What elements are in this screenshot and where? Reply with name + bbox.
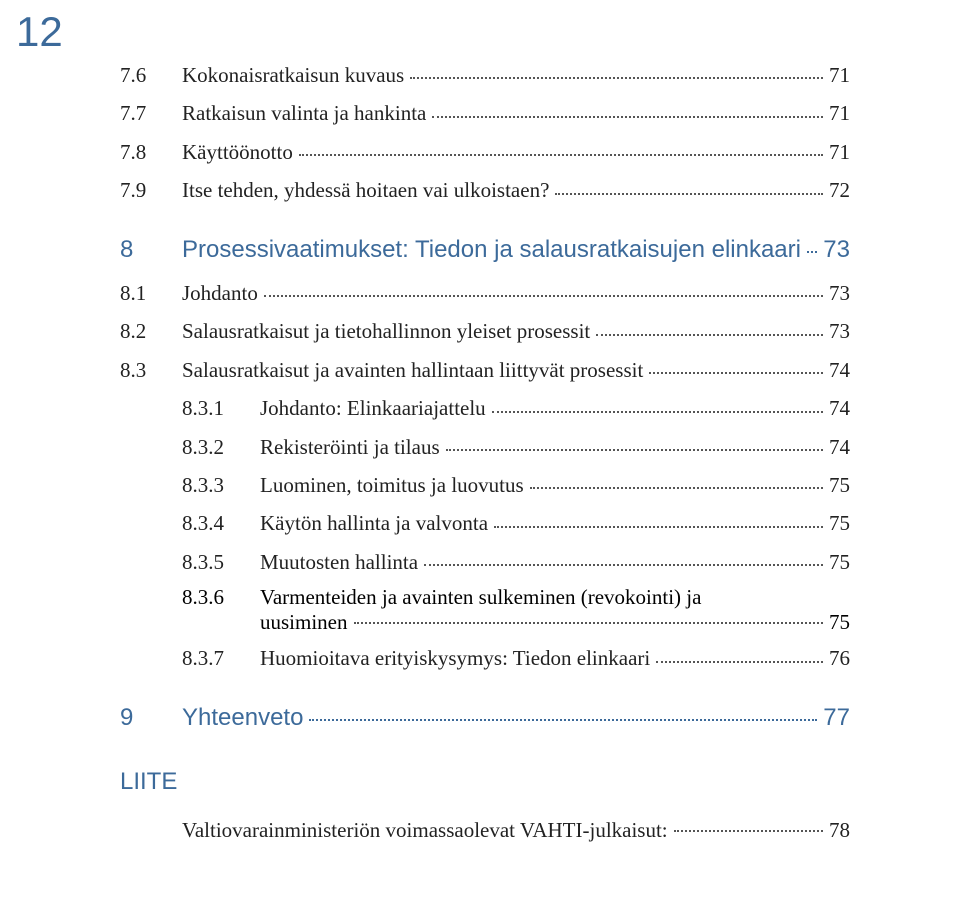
leader-dots [674,830,823,832]
page-ref: 75 [829,610,850,635]
leader-dots [596,334,823,336]
section-number: 8.3.2 [182,432,260,462]
section-title: Kokonaisratkaisun kuvaus [182,60,404,90]
section-number: 8.3.3 [182,470,260,500]
page-ref: 71 [829,60,850,90]
toc-entry-multiline: 8.3.6 Varmenteiden ja avainten sulkemine… [182,585,850,635]
toc-entry: 8.3.7 Huomioitava erityiskysymys: Tiedon… [182,643,850,673]
page-ref: 76 [829,643,850,673]
toc-entry: 7.9 Itse tehden, yhdessä hoitaen vai ulk… [120,175,850,205]
section-title: Luominen, toimitus ja luovutus [260,470,524,500]
section-title: Huomioitava erityiskysymys: Tiedon elink… [260,643,650,673]
chapter-heading: 8 Prosessivaatimukset: Tiedon ja salausr… [120,236,850,264]
section-number: 8.3 [120,355,182,385]
leader-dots [446,449,823,451]
section-number: 8.3.1 [182,393,260,423]
section-number: 8.1 [120,278,182,308]
page-ref: 73 [823,236,850,264]
leader-dots [530,487,823,489]
toc-entry: 8.3.5 Muutosten hallinta 75 [182,547,850,577]
section-number: 7.8 [120,137,182,167]
leader-dots [649,372,823,374]
page-ref: 73 [829,278,850,308]
leader-dots [656,661,823,663]
toc-entry: 7.6 Kokonaisratkaisun kuvaus 71 [120,60,850,90]
section-number: 7.7 [120,98,182,128]
section-title: Varmenteiden ja avainten sulkeminen (rev… [260,585,701,610]
toc-entry: 8.3 Salausratkaisut ja avainten hallinta… [120,355,850,385]
section-number: 7.6 [120,60,182,90]
leader-dots [555,193,823,195]
page-ref: 74 [829,432,850,462]
page-ref: 75 [829,508,850,538]
chapter-title: Yhteenveto [182,704,303,732]
section-number: 7.9 [120,175,182,205]
toc-entry: 7.8 Käyttöönotto 71 [120,137,850,167]
toc-entry: 8.3.3 Luominen, toimitus ja luovutus 75 [182,470,850,500]
section-title: Rekisteröinti ja tilaus [260,432,440,462]
section-title: Johdanto: Elinkaariajattelu [260,393,486,423]
page-ref: 74 [829,393,850,423]
page-ref: 74 [829,355,850,385]
leader-dots [309,719,817,721]
section-title: Salausratkaisut ja avainten hallintaan l… [182,355,643,385]
section-number: 8.2 [120,316,182,346]
toc-entry: 7.7 Ratkaisun valinta ja hankinta 71 [120,98,850,128]
leader-dots [299,154,823,156]
section-title: Itse tehden, yhdessä hoitaen vai ulkoist… [182,175,549,205]
toc-content: 7.6 Kokonaisratkaisun kuvaus 71 7.7 Ratk… [0,0,960,843]
toc-entry: 8.1 Johdanto 73 [120,278,850,308]
appendix-label: LIITE [120,768,850,796]
appendix-block: LIITE Valtiovarainministeriön voimassaol… [120,768,850,843]
toc-entry: 8.3.2 Rekisteröinti ja tilaus 74 [182,432,850,462]
sub-list: 8.3.1 Johdanto: Elinkaariajattelu 74 8.3… [120,393,850,674]
chapter-number: 9 [120,704,182,732]
page-ref: 77 [823,704,850,732]
toc-entry: Valtiovarainministeriön voimassaolevat V… [120,818,850,843]
page-ref: 71 [829,137,850,167]
page-ref: 78 [829,818,850,843]
leader-dots [354,622,824,624]
section-title: Valtiovarainministeriön voimassaolevat V… [182,818,668,843]
page-ref: 75 [829,470,850,500]
section-title: Johdanto [182,278,258,308]
section-title: Käyttöönotto [182,137,293,167]
leader-dots [424,564,823,566]
toc-entry: 8.2 Salausratkaisut ja tietohallinnon yl… [120,316,850,346]
leader-dots [492,411,823,413]
section-title: Käytön hallinta ja valvonta [260,508,488,538]
chapter-title: Prosessivaatimukset: Tiedon ja salausrat… [182,236,801,264]
leader-dots [807,251,817,253]
section-number: 8.3.7 [182,643,260,673]
leader-dots [410,77,823,79]
section-number: 8.3.4 [182,508,260,538]
chapter-number: 8 [120,236,182,264]
section-number: 8.3.6 [182,585,260,610]
page-ref: 75 [829,547,850,577]
section-number: 8.3.5 [182,547,260,577]
section-title: Salausratkaisut ja tietohallinnon yleise… [182,316,590,346]
page-number: 12 [16,8,63,56]
toc-entry: 8.3.4 Käytön hallinta ja valvonta 75 [182,508,850,538]
section-title: Muutosten hallinta [260,547,418,577]
leader-dots [494,526,823,528]
leader-dots [432,116,823,118]
section-title: Ratkaisun valinta ja hankinta [182,98,426,128]
page-ref: 73 [829,316,850,346]
page-ref: 71 [829,98,850,128]
leader-dots [264,295,823,297]
chapter-heading: 9 Yhteenveto 77 [120,704,850,732]
toc-entry: 8.3.1 Johdanto: Elinkaariajattelu 74 [182,393,850,423]
page-ref: 72 [829,175,850,205]
section-title-cont: uusiminen [260,610,348,635]
